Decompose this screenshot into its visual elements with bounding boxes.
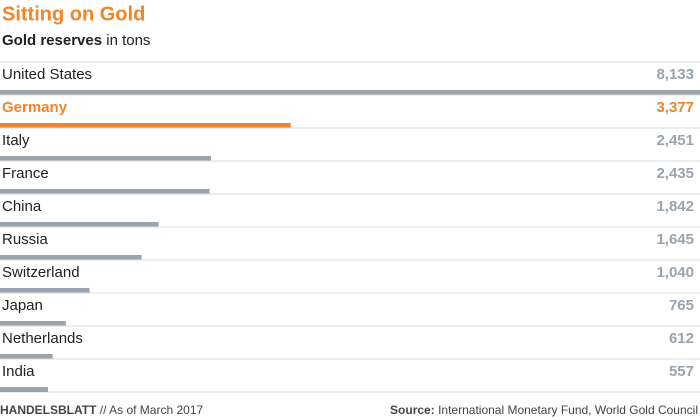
bar	[0, 354, 53, 359]
bar	[0, 222, 159, 227]
category-label: Germany	[2, 99, 68, 116]
bar	[0, 156, 211, 161]
footer-note: // As of March 2017	[100, 403, 204, 417]
value-label: 1,842	[656, 198, 694, 215]
chart-title: Sitting on Gold	[2, 3, 145, 25]
value-label: 765	[669, 297, 694, 314]
value-label: 2,435	[656, 165, 694, 182]
source-text: International Monetary Fund, World Gold …	[438, 403, 698, 417]
value-label: 8,133	[656, 66, 694, 83]
value-label: 2,451	[656, 132, 694, 149]
footer-brand: HANDELSBLATT	[0, 403, 97, 417]
bar	[0, 189, 210, 194]
bar	[0, 255, 142, 260]
value-label: 612	[669, 330, 694, 347]
category-label: Switzerland	[2, 264, 80, 281]
value-label: 1,040	[656, 264, 694, 281]
bar	[0, 288, 90, 293]
subtitle: in tons	[106, 32, 150, 49]
source-label: Source:	[390, 403, 435, 417]
bar	[0, 90, 700, 95]
chart-subtitle: Gold reserves in tons	[2, 32, 150, 49]
footer: HANDELSBLATT // As of March 2017	[0, 403, 203, 417]
value-label: 1,645	[656, 231, 694, 248]
bar	[0, 387, 48, 392]
category-label: China	[2, 198, 42, 215]
category-label: Netherlands	[2, 330, 83, 347]
category-label: Russia	[2, 231, 49, 248]
value-label: 3,377	[656, 99, 694, 116]
bar	[0, 321, 66, 326]
bar	[0, 123, 291, 128]
category-label: India	[2, 363, 35, 380]
source: Source: International Monetary Fund, Wor…	[390, 403, 698, 417]
category-label: United States	[2, 66, 92, 83]
subtitle-bold: Gold reserves	[2, 32, 102, 49]
category-label: Italy	[2, 132, 30, 149]
category-label: France	[2, 165, 49, 182]
value-label: 557	[669, 363, 694, 380]
category-label: Japan	[2, 297, 43, 314]
